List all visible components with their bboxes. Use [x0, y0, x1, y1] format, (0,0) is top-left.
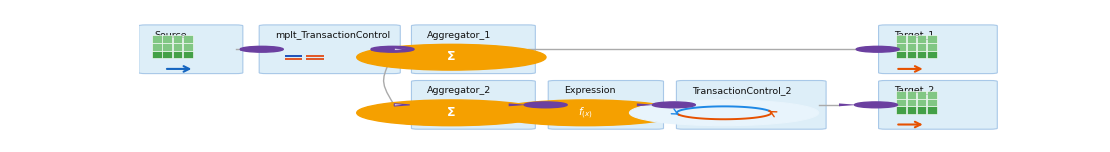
Bar [917, 51, 927, 58]
Circle shape [240, 46, 283, 52]
FancyBboxPatch shape [139, 25, 243, 74]
Bar [917, 99, 927, 106]
Bar [896, 43, 906, 51]
Circle shape [855, 102, 898, 108]
Polygon shape [637, 103, 656, 106]
Polygon shape [240, 48, 260, 51]
Bar [907, 51, 916, 58]
Bar [183, 51, 192, 58]
Bar [896, 35, 906, 43]
Bar [285, 57, 302, 60]
Circle shape [629, 100, 819, 126]
FancyBboxPatch shape [548, 81, 664, 129]
Bar [927, 91, 937, 98]
Text: $f_{(x)}$: $f_{(x)}$ [578, 105, 593, 121]
Polygon shape [839, 103, 858, 106]
FancyBboxPatch shape [412, 81, 535, 129]
Bar [917, 35, 927, 43]
Polygon shape [857, 48, 876, 51]
Bar [162, 43, 172, 51]
Bar [152, 51, 162, 58]
Circle shape [356, 44, 546, 70]
Bar [896, 106, 906, 114]
Bar [907, 35, 916, 43]
Bar [907, 43, 916, 51]
Circle shape [653, 102, 695, 108]
Text: TransactionControl_2: TransactionControl_2 [692, 86, 791, 95]
Bar [183, 35, 192, 43]
Bar [173, 43, 182, 51]
Bar [917, 91, 927, 98]
Bar [907, 91, 916, 98]
Text: Aggregator_2: Aggregator_2 [427, 86, 492, 95]
Bar [907, 99, 916, 106]
Text: Source: Source [154, 31, 186, 40]
Circle shape [371, 46, 414, 52]
Polygon shape [508, 103, 527, 106]
FancyBboxPatch shape [879, 25, 997, 74]
Bar [173, 51, 182, 58]
Bar [173, 35, 182, 43]
FancyBboxPatch shape [879, 81, 997, 129]
Bar [927, 106, 937, 114]
Bar [907, 106, 916, 114]
Text: Target_2: Target_2 [894, 86, 935, 95]
Polygon shape [394, 48, 410, 50]
FancyBboxPatch shape [676, 81, 826, 129]
Text: Aggregator_1: Aggregator_1 [427, 31, 492, 40]
Bar [896, 91, 906, 98]
Bar [306, 55, 324, 57]
Text: mplt_TransactionControl: mplt_TransactionControl [274, 31, 390, 40]
Bar [927, 43, 937, 51]
Bar [927, 35, 937, 43]
Bar [896, 51, 906, 58]
Bar [896, 99, 906, 106]
Circle shape [491, 100, 680, 126]
Text: Σ: Σ [447, 50, 455, 63]
Text: Target_1: Target_1 [894, 31, 935, 40]
FancyBboxPatch shape [412, 25, 535, 74]
Bar [162, 35, 172, 43]
Bar [183, 43, 192, 51]
Text: Expression: Expression [564, 86, 615, 95]
Bar [917, 43, 927, 51]
Bar [162, 51, 172, 58]
Circle shape [856, 46, 899, 52]
Bar [927, 51, 937, 58]
Polygon shape [394, 104, 410, 106]
Text: Σ: Σ [447, 106, 455, 119]
Bar [152, 43, 162, 51]
Circle shape [524, 102, 567, 108]
Polygon shape [371, 48, 390, 51]
FancyBboxPatch shape [260, 25, 401, 74]
Bar [927, 99, 937, 106]
Bar [306, 57, 324, 60]
Bar [285, 55, 302, 57]
Bar [917, 106, 927, 114]
Circle shape [356, 100, 546, 126]
Bar [152, 35, 162, 43]
